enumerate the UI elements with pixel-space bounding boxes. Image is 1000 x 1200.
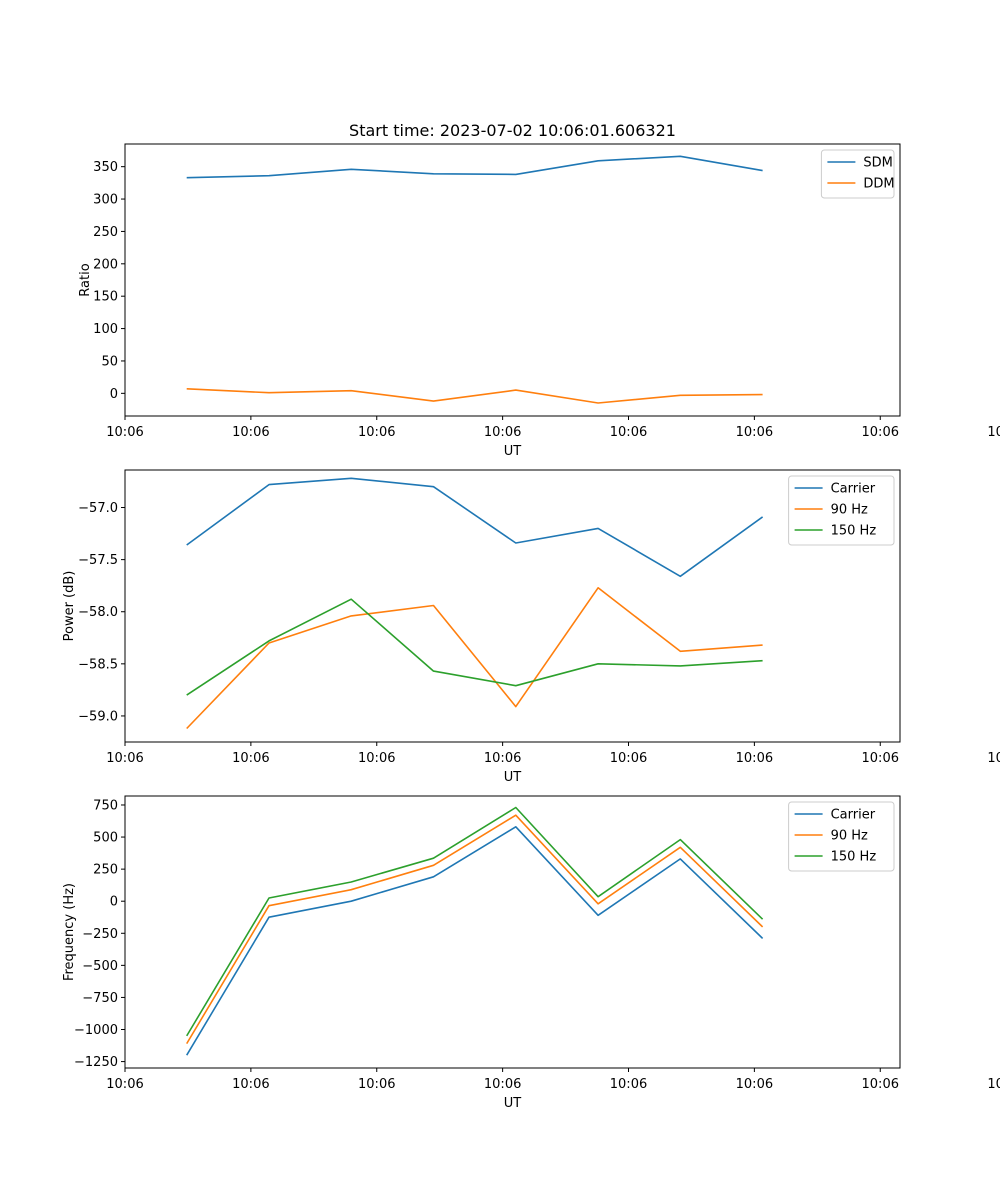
legend-label: 150 Hz xyxy=(831,850,877,865)
legend-label: 90 Hz xyxy=(831,829,868,844)
x-tick-label: 10:06 xyxy=(106,751,143,766)
legend: Carrier 90 Hz 150 Hz xyxy=(788,475,895,546)
series-line-90-hz xyxy=(186,814,764,1045)
x-tick-label: 10:06 xyxy=(232,425,269,440)
y-tick-label: −250 xyxy=(82,927,118,942)
series-line-carrier xyxy=(186,825,764,1056)
y-axis-label: Frequency (Hz) xyxy=(62,883,77,981)
x-tick-label: 10:06 xyxy=(484,751,521,766)
x-tick-label: 10:06 xyxy=(736,1077,773,1092)
y-tick-label: −1250 xyxy=(74,1055,118,1070)
x-axis-label: UT xyxy=(504,770,522,785)
series-line-150-hz xyxy=(186,598,763,696)
y-tick-label: −1000 xyxy=(74,1023,118,1038)
legend: SDM DDM xyxy=(820,149,895,199)
x-tick-label: 10:07 xyxy=(987,1077,1000,1092)
x-tick-label: 10:06 xyxy=(358,425,395,440)
y-tick-label: 0 xyxy=(110,387,118,402)
y-tick-label: 300 xyxy=(93,193,118,208)
series-line-150-hz xyxy=(186,806,764,1037)
x-tick-label: 10:06 xyxy=(232,1077,269,1092)
x-tick-label: 10:06 xyxy=(232,751,269,766)
legend-label: 150 Hz xyxy=(831,524,877,539)
y-axis-label: Ratio xyxy=(78,263,93,296)
x-tick-label: 10:06 xyxy=(736,425,773,440)
y-tick-label: 150 xyxy=(93,290,118,305)
y-tick-label: 750 xyxy=(93,798,118,813)
legend-label: SDM xyxy=(863,156,892,171)
y-tick-label: 100 xyxy=(93,322,118,337)
chart-panels: 0 50 100 150 200 250 300 350 10:06 10:06 10:06 10:0… xyxy=(62,143,1000,1111)
y-tick-label: −59.0 xyxy=(78,709,118,724)
chart-panel-2: −59.0 −58.5 −58.0 −57.5 −57.0 10:06 10:06 10:06… xyxy=(62,469,1000,785)
y-tick-label: 250 xyxy=(93,225,118,240)
chart-panel-3: −1250 −1000 −750 −500 −250 0 250 500 750 10:06 10:… xyxy=(62,795,1000,1111)
legend-label: 90 Hz xyxy=(831,503,868,518)
y-tick-label: −500 xyxy=(82,959,118,974)
x-tick-label: 10:06 xyxy=(862,751,899,766)
x-tick-label: 10:06 xyxy=(106,1077,143,1092)
axes-frame xyxy=(124,795,901,1069)
x-tick-label: 10:06 xyxy=(610,751,647,766)
axes-frame xyxy=(124,469,901,743)
y-tick-label: 350 xyxy=(93,160,118,175)
series-line-sdm xyxy=(186,155,763,179)
legend: Carrier 90 Hz 150 Hz xyxy=(788,801,895,872)
x-tick-label: 10:06 xyxy=(358,1077,395,1092)
legend-box xyxy=(788,475,895,546)
x-tick-label: 10:06 xyxy=(358,751,395,766)
y-axis-label: Power (dB) xyxy=(62,571,77,642)
y-tick-label: −58.0 xyxy=(78,605,118,620)
legend-label: Carrier xyxy=(831,482,876,497)
x-tick-label: 10:07 xyxy=(987,425,1000,440)
y-tick-label: 50 xyxy=(101,354,118,369)
y-tick-label: 200 xyxy=(93,257,118,272)
x-axis-label: UT xyxy=(504,444,522,459)
x-tick-label: 10:06 xyxy=(484,1077,521,1092)
legend-box xyxy=(788,801,895,872)
series-line-carrier xyxy=(186,477,764,578)
x-tick-label: 10:06 xyxy=(736,751,773,766)
x-tick-label: 10:06 xyxy=(484,425,521,440)
y-tick-label: 500 xyxy=(93,831,118,846)
y-tick-label: −57.5 xyxy=(78,553,118,568)
y-tick-label: −750 xyxy=(82,991,118,1006)
x-tick-label: 10:06 xyxy=(862,425,899,440)
x-tick-label: 10:06 xyxy=(106,425,143,440)
chart-panel-1: 0 50 100 150 200 250 300 350 10:06 10:06 10:06 10:0… xyxy=(78,143,1000,459)
y-tick-label: −58.5 xyxy=(78,657,118,672)
x-tick-label: 10:06 xyxy=(610,425,647,440)
series-line-90-hz xyxy=(186,586,763,730)
x-tick-label: 10:06 xyxy=(610,1077,647,1092)
x-tick-label: 10:06 xyxy=(862,1077,899,1092)
x-axis-label: UT xyxy=(504,1096,522,1111)
axes-frame xyxy=(124,143,901,417)
legend-label: DDM xyxy=(863,177,894,192)
y-tick-label: −57.0 xyxy=(78,501,118,516)
y-tick-label: 250 xyxy=(93,863,118,878)
series-line-ddm xyxy=(186,388,763,404)
x-tick-label: 10:07 xyxy=(987,751,1000,766)
legend-label: Carrier xyxy=(831,808,876,823)
y-tick-label: 0 xyxy=(110,895,118,910)
figure-title: Start time: 2023-07-02 10:06:01.606321 xyxy=(349,121,676,140)
